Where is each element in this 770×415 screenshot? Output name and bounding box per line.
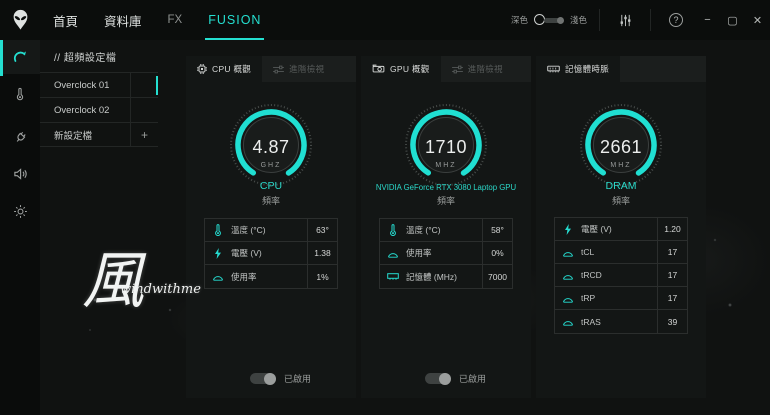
gpu-gauge-unit: MHZ (435, 162, 457, 169)
help-button[interactable]: ? (663, 13, 689, 27)
sidebar-item-power[interactable] (0, 120, 40, 154)
gpu-icon (372, 64, 385, 73)
titlebar: 首頁 資料庫 FX FUSION 深色 淺色 (0, 0, 770, 40)
usage-gauge-icon (555, 264, 581, 286)
divider (650, 9, 651, 31)
ram-icon (547, 65, 560, 73)
tab-cpu-overview[interactable]: CPU 概觀 (186, 56, 263, 82)
sliders-icon (451, 65, 463, 73)
table-row: 記憶體 (MHz) 7000 (380, 265, 512, 288)
watermark-glyph: 風 (82, 244, 145, 317)
cpu-card: CPU 概觀 進階檢視 4.87 GHZ CPU 頻率 (186, 56, 356, 398)
sidebar-item-thermal[interactable] (0, 77, 40, 111)
selected-indicator (155, 76, 158, 95)
nav-fusion[interactable]: FUSION (195, 0, 274, 40)
add-profile-button[interactable]: + (130, 123, 158, 146)
cpu-gauge-name: CPU (259, 180, 283, 192)
dram-gauge-name: DRAM (605, 180, 637, 192)
gpu-gauge: 1710 MHZ (402, 101, 490, 189)
theme-dark-label: 深色 (510, 15, 528, 25)
profile-overclock-02[interactable]: Overclock 02 (40, 97, 158, 122)
alienware-logo-icon (0, 0, 40, 40)
cpu-gauge-metric: 頻率 (261, 196, 280, 206)
speedometer-icon (13, 51, 26, 62)
table-row: 使用率 1% (205, 265, 337, 288)
sidebar (0, 32, 40, 415)
table-row: tRAS 39 (555, 310, 687, 333)
table-row: 電壓 (V) 1.38 (205, 242, 337, 265)
nav-library[interactable]: 資料庫 (104, 14, 142, 29)
dram-gauge-value: 2661 (599, 137, 643, 157)
tab-gpu-overview[interactable]: GPU 概觀 (361, 56, 441, 82)
table-row: tRCD 17 (555, 264, 687, 287)
profile-panel-title: // 超頻設定檔 (54, 52, 117, 64)
table-row: 溫度 (°C) 63° (205, 219, 337, 242)
watermark: 風 windwithme (82, 244, 201, 317)
gpu-card: GPU 概觀 進階檢視 1710 MHZ NVIDIA GeForce RTX … (361, 56, 531, 398)
usage-gauge-icon (555, 310, 581, 333)
dram-gauge-metric: 頻率 (611, 196, 630, 206)
usage-gauge-icon (555, 287, 581, 309)
tab-gpu-advanced[interactable]: 進階檢視 (441, 56, 531, 82)
sliders-icon (273, 65, 285, 73)
speaker-icon (13, 168, 27, 180)
usage-gauge-icon (380, 242, 406, 264)
memory-card: 記憶體時脈 2661 MHZ DRAM 頻率 電壓 (V) 1.20 (536, 56, 706, 398)
gpu-enable-toggle[interactable]: 已啟用 (425, 372, 486, 385)
tab-cpu-advanced[interactable]: 進階檢視 (262, 56, 356, 82)
active-indicator (0, 32, 3, 76)
dram-gauge-unit: MHZ (610, 162, 632, 169)
voltage-bolt-icon (205, 242, 231, 264)
gpu-gauge-value: 1710 (424, 137, 468, 157)
nav-fx[interactable]: FX (167, 14, 183, 26)
cpu-icon (197, 64, 207, 74)
cpu-gauge-unit: GHZ (260, 162, 282, 169)
usage-gauge-icon (555, 241, 581, 263)
dram-gauge: 2661 MHZ (577, 101, 665, 189)
cpu-gauge-value: 4.87 (252, 137, 290, 157)
gpu-gauge-name: NVIDIA GeForce RTX 3080 Laptop GPU (375, 183, 517, 192)
cpu-gauge: 4.87 GHZ (227, 101, 315, 189)
cpu-enable-toggle[interactable]: 已啟用 (250, 372, 311, 385)
sidebar-item-overclock[interactable] (0, 32, 40, 76)
tab-strip-filler (620, 56, 706, 82)
tab-memory-clock[interactable]: 記憶體時脈 (536, 56, 621, 82)
theme-light-label: 淺色 (569, 15, 587, 25)
profile-panel: // 超頻設定檔 Overclock 01 Overclock 02 新設定檔 … (40, 40, 158, 147)
profile-overclock-01[interactable]: Overclock 01 (40, 72, 158, 97)
minimize-button[interactable]: − (704, 14, 711, 26)
close-button[interactable]: ✕ (752, 14, 763, 27)
gpu-metrics-table: 溫度 (°C) 58° 使用率 0% 記憶 (379, 218, 513, 289)
divider (599, 9, 600, 31)
gpu-gauge-metric: 頻率 (436, 196, 455, 206)
theme-toggle-group: 深色 淺色 (511, 14, 587, 26)
maximize-button[interactable]: ▢ (727, 14, 738, 27)
sun-icon (13, 204, 27, 218)
usage-gauge-icon (205, 265, 231, 288)
cpu-metrics-table: 溫度 (°C) 63° 電壓 (V) 1.38 使用率 1% (204, 218, 338, 289)
profile-new[interactable]: 新設定檔 + (40, 122, 158, 147)
settings-sliders-icon[interactable] (612, 14, 638, 27)
nav-home[interactable]: 首頁 (53, 14, 79, 29)
memory-icon (380, 265, 406, 288)
voltage-bolt-icon (555, 218, 581, 240)
sidebar-item-audio[interactable] (0, 157, 40, 191)
theme-toggle-switch[interactable] (533, 14, 564, 26)
dram-metrics-table: 電壓 (V) 1.20 tCL 17 tRCD 17 (554, 217, 688, 334)
power-plug-icon (16, 131, 26, 142)
table-row: 電壓 (V) 1.20 (555, 218, 687, 241)
main-nav: 首頁 資料庫 FX FUSION (40, 0, 274, 40)
sidebar-item-lighting[interactable] (0, 194, 40, 228)
table-row: tCL 17 (555, 241, 687, 264)
thermometer-icon (380, 219, 406, 241)
table-row: tRP 17 (555, 287, 687, 310)
thermometer-icon (205, 219, 231, 241)
thermometer-icon (16, 87, 24, 100)
table-row: 溫度 (°C) 58° (380, 219, 512, 242)
table-row: 使用率 0% (380, 242, 512, 265)
